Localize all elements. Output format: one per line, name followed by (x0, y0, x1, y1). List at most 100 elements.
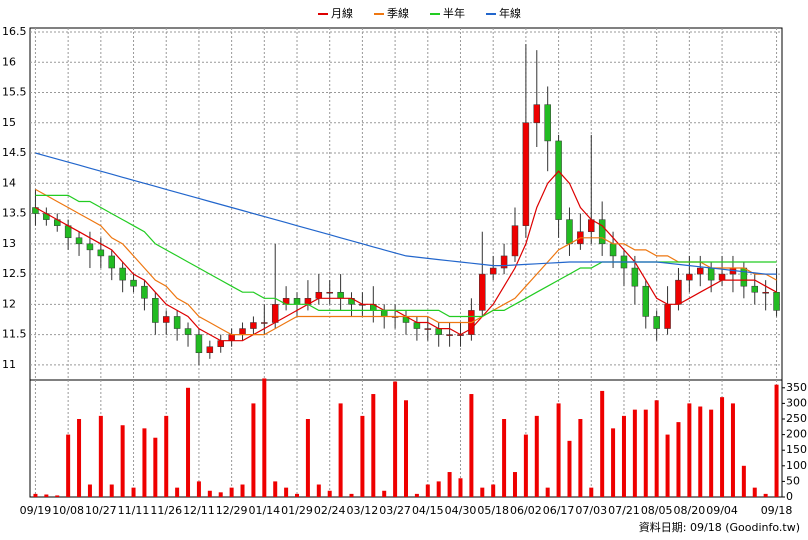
volume-bar (327, 490, 332, 497)
candle-body (544, 104, 551, 142)
candle-body (675, 279, 682, 305)
candle-body (707, 267, 715, 281)
volume-bar (371, 394, 376, 497)
volume-bar (534, 415, 539, 497)
volume-bar (502, 419, 507, 497)
candle-body (446, 334, 453, 336)
y2-tick-label: 150 (786, 443, 807, 456)
x-tick-label: 11/26 (150, 504, 182, 517)
candle-body (228, 334, 235, 341)
candle-body (631, 267, 639, 287)
volume-bar (164, 415, 169, 497)
candle-body (762, 291, 769, 294)
candle-body (686, 273, 693, 281)
volume-bar (469, 394, 474, 497)
volume-bar (349, 493, 354, 497)
volume-bar (632, 409, 637, 497)
x-tick-label: 07/21 (608, 504, 640, 517)
x-tick-label: 08/05 (641, 504, 673, 517)
volume-bar (77, 419, 82, 497)
x-tick-label: 09/04 (706, 504, 738, 517)
x-tick-label: 09/18 (761, 504, 793, 517)
candle-body (75, 237, 83, 245)
candle-body (555, 140, 562, 220)
candle-body (664, 304, 671, 329)
candle-body (413, 322, 421, 329)
y2-tick-label: 100 (786, 459, 807, 472)
y-tick-label: 14 (2, 176, 16, 189)
x-tick-label: 08/20 (674, 504, 706, 517)
volume-bar (382, 490, 387, 497)
volume-bar (698, 406, 703, 497)
candle-body (773, 291, 780, 311)
volume-bar (240, 484, 245, 497)
volume-bar (120, 425, 125, 497)
x-tick-label: 06/17 (543, 504, 575, 517)
candle-body (740, 267, 748, 287)
volume-bar (196, 481, 201, 497)
volume-bar (207, 490, 212, 497)
x-tick-label: 06/02 (510, 504, 542, 517)
y-tick-label: 13.5 (2, 207, 27, 220)
volume-bar (425, 484, 430, 497)
volume-bar (98, 415, 103, 497)
legend-label: 季線 (387, 6, 409, 20)
candle-body (380, 310, 388, 317)
volume-bar (523, 434, 528, 497)
volume-bar (545, 487, 550, 497)
y2-tick-label: 50 (786, 474, 800, 487)
footer: 資料日期: 09/18 (Goodinfo.tw) (639, 520, 800, 534)
candle-body (271, 304, 279, 323)
volume-bar (404, 400, 408, 497)
volume-bar (491, 484, 496, 497)
y-tick-label: 13 (2, 237, 16, 250)
candle-body (86, 243, 94, 251)
volume-bar (131, 487, 136, 497)
volume-bar (720, 397, 725, 497)
volume-bar (273, 481, 278, 497)
candle-body (217, 340, 224, 347)
volume-bar (556, 403, 561, 497)
volume-bar (175, 487, 180, 497)
volume-bar (621, 415, 626, 497)
y-tick-label: 15.5 (2, 86, 27, 99)
y-tick-label: 16.5 (2, 25, 27, 38)
candle-body (435, 328, 442, 335)
candle-body (130, 279, 137, 287)
candle-body (97, 249, 105, 257)
volume-bar (186, 387, 191, 497)
volume-bar (142, 428, 147, 497)
x-tick-label: 01/14 (248, 504, 280, 517)
candle-body (500, 255, 508, 269)
volume-bar (763, 493, 768, 497)
candle-body (479, 273, 486, 311)
candle-body (195, 334, 203, 354)
candle-body (250, 322, 257, 329)
candle-body (261, 322, 268, 324)
candle-body (119, 267, 126, 281)
volume-bar (730, 403, 735, 497)
y-tick-label: 14.5 (2, 146, 27, 159)
volume-bar (589, 487, 594, 497)
volume-bar (480, 487, 485, 497)
volume-bar (458, 478, 463, 497)
legend-label: 月線 (331, 6, 353, 20)
volume-bar (262, 378, 267, 497)
volume-bar (600, 390, 605, 497)
volume-bar (741, 465, 746, 497)
volume-bar (284, 487, 289, 497)
candle-body (751, 285, 759, 293)
volume-bar (44, 494, 49, 497)
x-tick-label: 05/18 (477, 504, 509, 517)
candle-body (162, 316, 170, 323)
x-tick-label: 01/29 (281, 504, 313, 517)
candle-body (642, 285, 650, 317)
ma-line (35, 188, 777, 336)
y-tick-label: 15 (2, 116, 16, 129)
y-tick-label: 16 (2, 55, 16, 68)
candle-body (293, 298, 301, 305)
candle-body (697, 267, 704, 275)
candle-body (141, 285, 148, 299)
y2-tick-label: 300 (786, 396, 807, 409)
volume-bar (578, 419, 583, 497)
